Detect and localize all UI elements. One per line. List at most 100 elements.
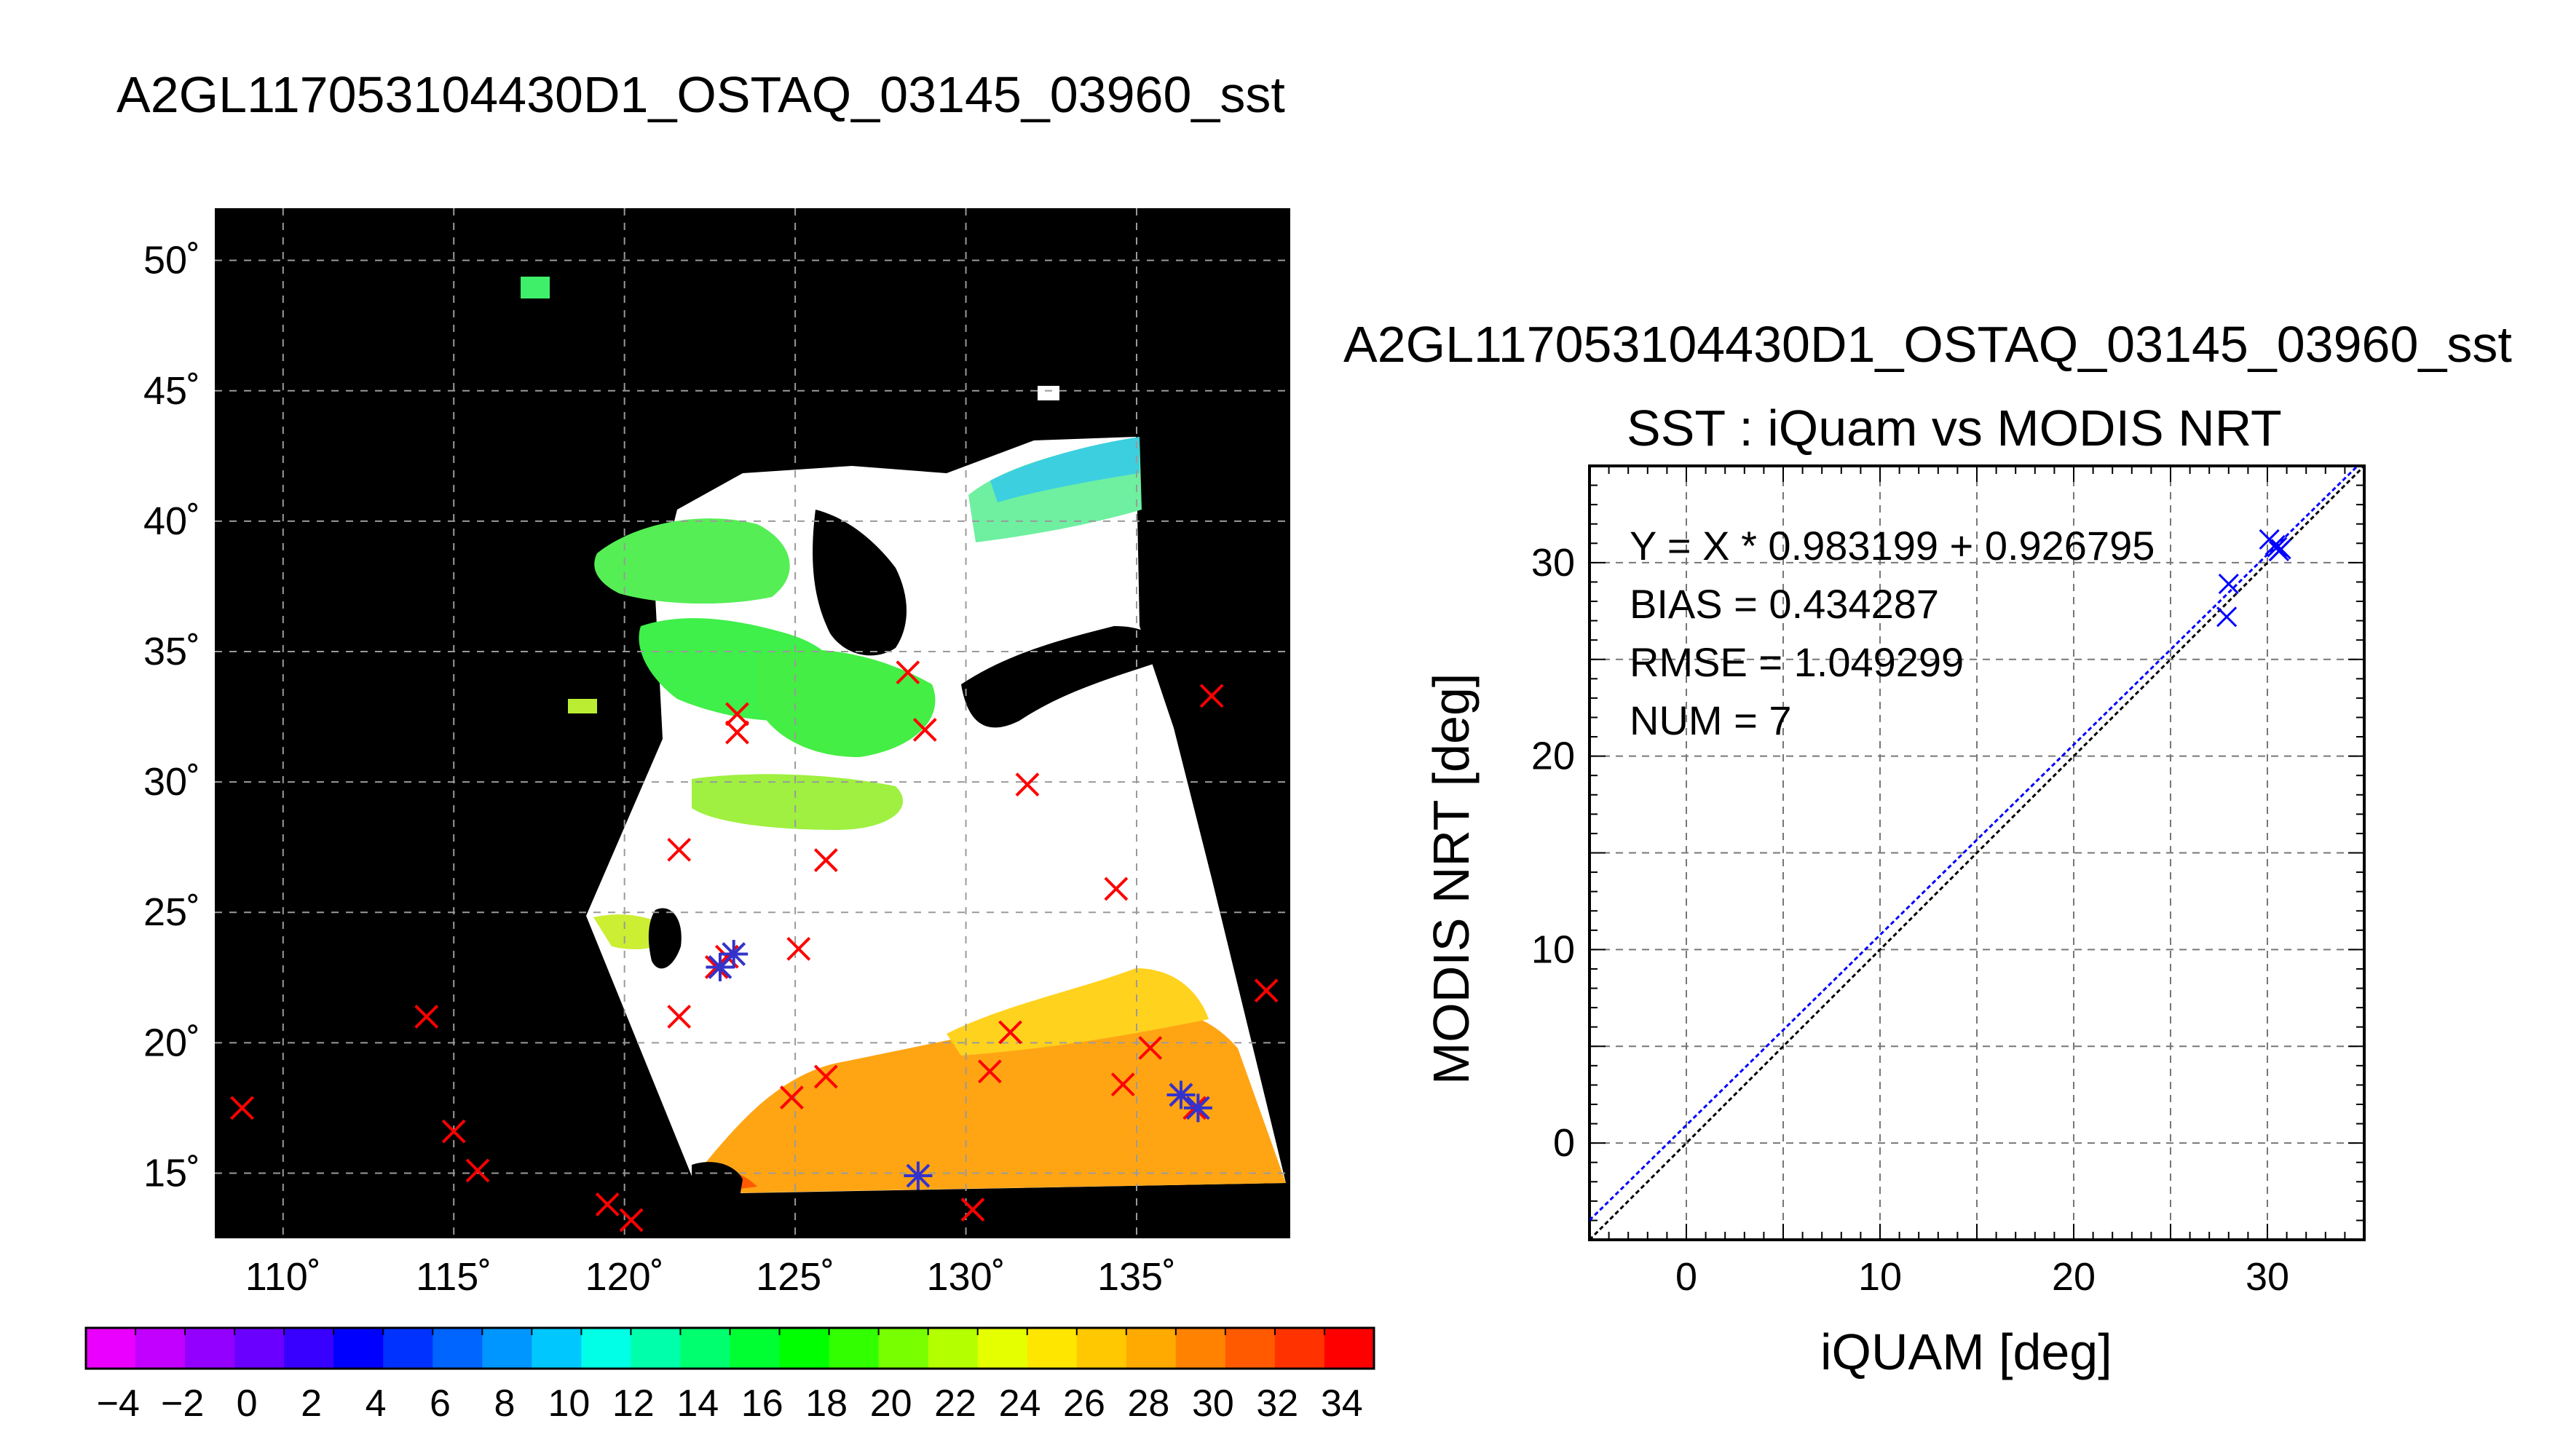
scatter-fit-lines xyxy=(1590,466,2364,1240)
colorbar-swatch xyxy=(581,1328,631,1369)
iquam-point xyxy=(1199,684,1224,708)
scatter-y-tick-labels: 0 10 20 30 xyxy=(1531,541,1575,1165)
scatter-point xyxy=(2218,574,2239,595)
colorbar-swatch xyxy=(928,1328,979,1369)
colorbar-label: −2 xyxy=(161,1382,204,1425)
sst-patch-southchina xyxy=(692,774,904,830)
colorbar-swatch xyxy=(1324,1328,1375,1369)
colorbar-swatch xyxy=(1076,1328,1127,1369)
scatter-y-tick-label: 10 xyxy=(1531,927,1575,971)
main-title: A2GL117053104430D1_OSTAQ_03145_03960_sst xyxy=(117,66,1285,123)
iquam-point xyxy=(960,1198,985,1222)
colorbar-swatch xyxy=(680,1328,730,1369)
colorbar-label: 10 xyxy=(548,1382,590,1425)
longitude-label: 110˚ xyxy=(245,1255,321,1299)
colorbar-swatch xyxy=(135,1328,186,1369)
latitude-label: 30˚ xyxy=(143,760,200,804)
colorbar-swatch xyxy=(1225,1328,1276,1369)
colorbar-label: 12 xyxy=(612,1382,655,1425)
colorbar xyxy=(84,1326,1375,1370)
scatter-point xyxy=(2216,606,2238,628)
colorbar-swatch xyxy=(234,1328,285,1369)
latitude-label: 25˚ xyxy=(143,890,200,934)
stat-equation: Y = X * 0.983199 + 0.926795 xyxy=(1630,523,2155,569)
scatter-minor-ticks xyxy=(1589,465,2365,1241)
iquam-point xyxy=(441,1119,466,1144)
iquam-point xyxy=(1104,877,1129,901)
colorbar-labels: −4 −2 0 2 4 6 8 10 12 14 16 18 20 22 24 26 28 30 32 34 xyxy=(97,1382,1363,1425)
colorbar-swatch xyxy=(1027,1328,1078,1369)
iquam-point xyxy=(414,1005,439,1029)
scatter-points xyxy=(2216,529,2291,628)
colorbar-label: 6 xyxy=(430,1382,451,1425)
colorbar-swatch xyxy=(1175,1328,1226,1369)
land-korea xyxy=(813,510,907,656)
scatter-x-label: iQUAM [deg] xyxy=(1820,1324,2112,1380)
colorbar-swatch xyxy=(779,1328,830,1369)
colorbar-label: 24 xyxy=(999,1382,1041,1425)
iquam-point xyxy=(465,1158,490,1183)
iquam-point xyxy=(1110,1072,1135,1097)
latitude-label: 15˚ xyxy=(143,1151,200,1195)
colorbar-swatch xyxy=(730,1328,781,1369)
colorbar-swatch xyxy=(878,1328,929,1369)
iquam-point xyxy=(1254,978,1279,1003)
colorbar-label: 20 xyxy=(870,1382,912,1425)
scatter-point xyxy=(2264,534,2286,556)
colorbar-swatch xyxy=(631,1328,681,1369)
iquam-point xyxy=(230,1096,254,1120)
scatter-y-tick-label: 0 xyxy=(1553,1121,1575,1165)
identity-line xyxy=(1590,466,2364,1240)
colorbar-swatch xyxy=(86,1328,136,1369)
stat-num: NUM = 7 xyxy=(1630,697,1792,743)
iquam-point xyxy=(998,1020,1022,1045)
iquam-point xyxy=(724,702,749,727)
sst-patch-eastchina xyxy=(757,649,936,757)
colorbar-label: 4 xyxy=(366,1382,387,1425)
colorbar-label: −4 xyxy=(97,1382,140,1425)
colorbar-swatch xyxy=(333,1328,384,1369)
colorbar-swatch xyxy=(383,1328,433,1369)
latitude-label: 40˚ xyxy=(143,499,200,543)
longitude-labels: 110˚ 115˚ 120˚ 125˚ 130˚ 135˚ xyxy=(245,1255,1176,1299)
matchup-points xyxy=(706,940,1212,1190)
colorbar-label: 0 xyxy=(237,1382,258,1425)
sst-patch-cyan xyxy=(990,437,1140,502)
sst-speck-north xyxy=(521,277,550,298)
iquam-point xyxy=(619,1208,644,1233)
latitude-label: 20˚ xyxy=(143,1021,200,1064)
scatter-x-tick-label: 20 xyxy=(2052,1255,2096,1299)
iquam-point xyxy=(724,720,749,745)
colorbar-swatch xyxy=(433,1328,483,1369)
iquam-point xyxy=(813,848,838,872)
scatter-y-tick-label: 20 xyxy=(1531,735,1575,778)
iquam-point xyxy=(667,1005,692,1029)
scatter-y-tick-label: 30 xyxy=(1531,541,1575,585)
colorbar-label: 8 xyxy=(494,1382,515,1425)
latitude-label: 50˚ xyxy=(143,239,200,282)
iquam-point xyxy=(912,718,937,742)
land-luzon xyxy=(692,1162,743,1223)
colorbar-swatch xyxy=(185,1328,235,1369)
iquam-point xyxy=(595,1192,620,1216)
stat-rmse: RMSE = 1.049299 xyxy=(1630,639,1964,685)
sst-speck-west xyxy=(568,699,597,713)
colorbar-label: 32 xyxy=(1256,1382,1298,1425)
land-taiwan xyxy=(648,908,682,969)
latitude-labels: 50˚ 45˚ 40˚ 35˚ 30˚ 25˚ 20˚ 15˚ xyxy=(143,239,200,1195)
stat-bias: BIAS = 0.434287 xyxy=(1630,581,1940,627)
colorbar-label: 2 xyxy=(301,1382,322,1425)
latitude-label: 35˚ xyxy=(143,630,200,673)
colorbar-swatch xyxy=(977,1328,1028,1369)
iquam-point xyxy=(1138,1036,1163,1060)
colorbar-label: 34 xyxy=(1321,1382,1363,1425)
colorbar-label: 14 xyxy=(676,1382,719,1425)
iquam-points xyxy=(230,660,1279,1233)
longitude-label: 115˚ xyxy=(416,1255,491,1299)
colorbar-label: 18 xyxy=(805,1382,848,1425)
colorbar-label: 16 xyxy=(741,1382,783,1425)
iquam-point xyxy=(896,660,920,685)
regression-line xyxy=(1590,466,2359,1222)
iquam-point xyxy=(667,837,692,862)
